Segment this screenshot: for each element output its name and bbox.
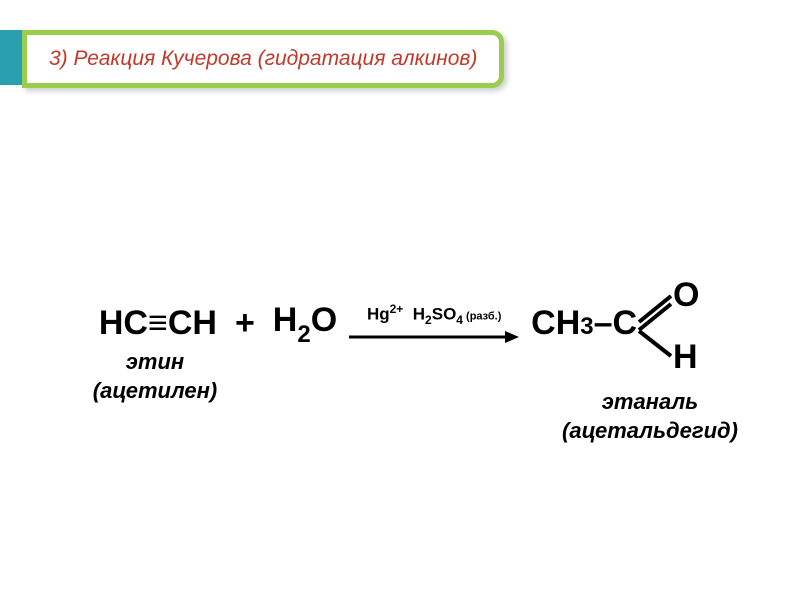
arrow-icon: [349, 330, 519, 344]
label-ethyne-line2: (ацетилен): [93, 378, 217, 403]
water-h: H: [273, 301, 298, 339]
aldehyde-o: O: [673, 282, 699, 314]
acid-sub2: 4: [456, 314, 463, 328]
catalyst-charge: 2+: [390, 302, 404, 316]
label-ethyne: этин (ацетилен): [75, 348, 235, 405]
label-ethyne-line1: этин: [126, 349, 184, 374]
aldehyde-h: H: [673, 338, 698, 368]
title-box: 3) Реакция Кучерова (гидратация алкинов): [22, 30, 504, 88]
slide-title: 3) Реакция Кучерова (гидратация алкинов): [49, 47, 477, 70]
acid-dilute: (разб.): [463, 311, 501, 323]
plus-sign: +: [235, 304, 255, 343]
label-ethanal: этаналь (ацетальдегид): [530, 388, 770, 445]
acid-so: SO: [432, 305, 457, 324]
water-sub: 2: [297, 321, 310, 348]
reaction-arrow: Hg2+ H2SO4 (разб.): [349, 302, 519, 343]
label-ethanal-line1: этаналь: [602, 389, 698, 414]
product-ethanal: CH3–C O H: [531, 280, 701, 366]
aldehyde-group-icon: O H: [635, 282, 701, 368]
accent-bar: [0, 30, 22, 85]
product-ch3-sub: 3: [580, 313, 593, 341]
water-o: O: [311, 301, 337, 339]
product-dash-c: –C: [594, 304, 637, 343]
catalyst-hg: Hg: [367, 305, 390, 324]
arrow-conditions: Hg2+ H2SO4 (разб.): [367, 302, 501, 327]
reactant-ethyne: HC≡CH: [99, 304, 217, 343]
product-ch: CH: [531, 304, 580, 343]
acid-sub1: 2: [425, 314, 432, 328]
acid-h: H: [413, 305, 425, 324]
reactant-water: H2O: [273, 301, 337, 346]
label-ethanal-line2: (ацетальдегид): [562, 418, 738, 443]
